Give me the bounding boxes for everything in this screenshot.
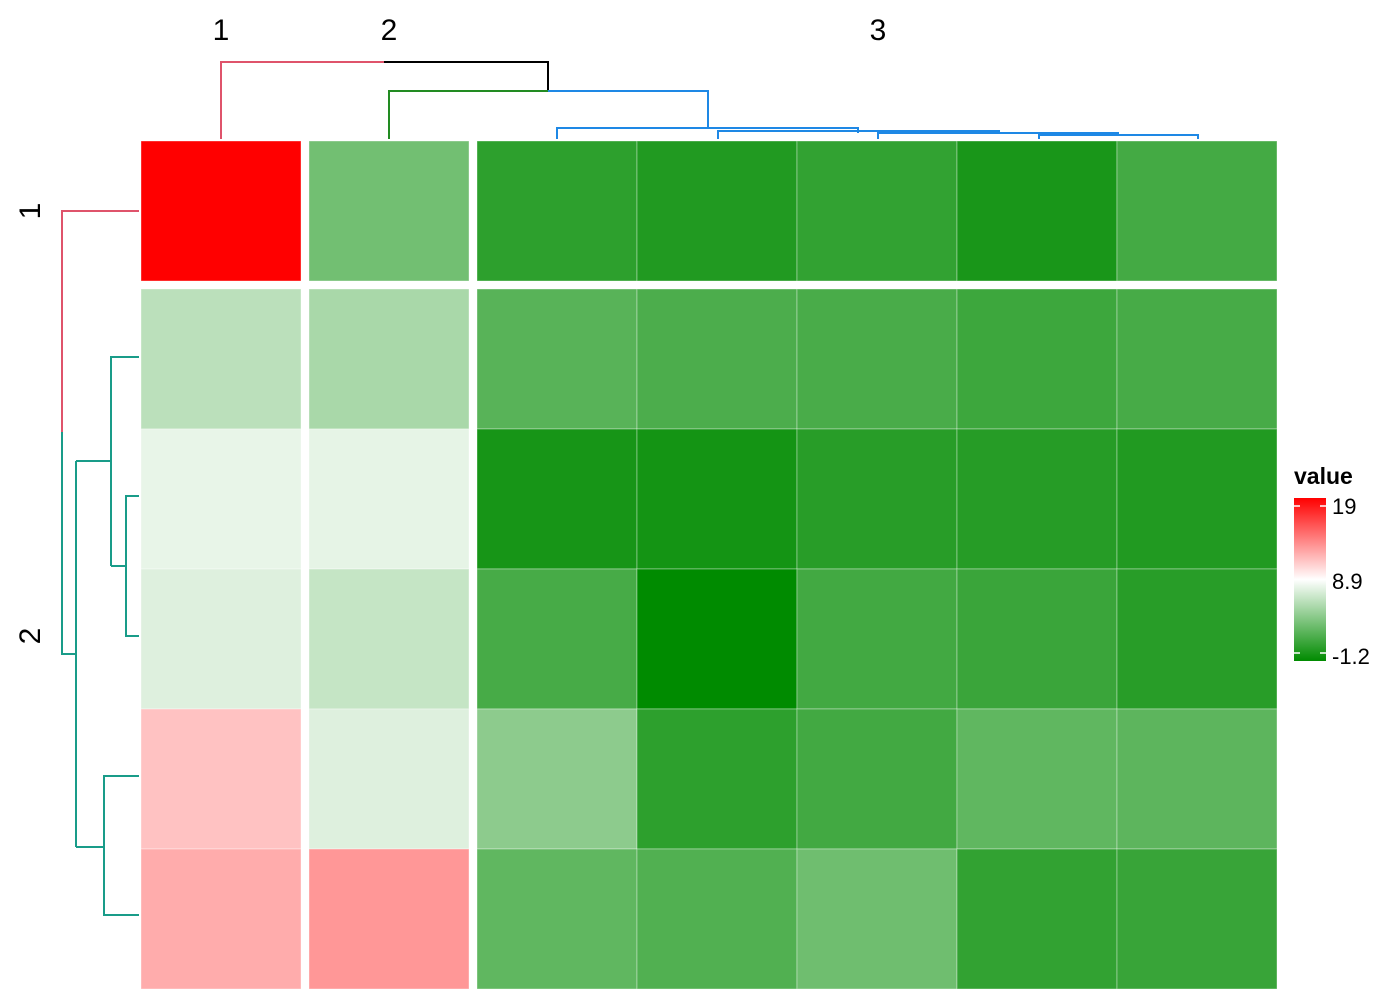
row-dendro-branch-1 [61, 210, 139, 432]
heatmap-cell-r3-c2 [308, 428, 470, 570]
heatmap-cell-r1-c3 [476, 140, 638, 282]
col-dendro-root-link [384, 61, 549, 91]
row-dendro-branch-2a [76, 356, 139, 462]
heatmap-cell-r1-c4 [636, 140, 798, 282]
heatmap-cell-r4-c6 [956, 568, 1118, 710]
legend-title: value [1294, 463, 1353, 489]
heatmap-cell-r1-c2 [308, 140, 470, 282]
heatmap-cell-r5-c6 [956, 708, 1118, 850]
row-dendro-branch-2b [111, 495, 139, 567]
row-dendrogram [61, 210, 139, 916]
heatmap-cell-r3-c5 [796, 428, 958, 570]
heatmap-cell-r3-c4 [636, 428, 798, 570]
col-dendro-branch-2 [388, 90, 548, 139]
legend-tick-label-low: -1.2 [1332, 644, 1370, 669]
heatmap-cell-r4-c1 [140, 568, 302, 710]
heatmap-cell-r5-c7 [1116, 708, 1278, 850]
row-dendro-branch-2 [61, 432, 76, 655]
col-dendro-branch-3d [1038, 134, 1199, 139]
heatmap-cell-r6-c2 [308, 848, 470, 990]
row-dendro-branch-2d [125, 566, 139, 637]
heatmap-cell-r2-c5 [796, 288, 958, 430]
heatmap-cell-r2-c3 [476, 288, 638, 430]
heatmap-cell-r5-c4 [636, 708, 798, 850]
column-split-label-1: 1 [213, 14, 230, 47]
heatmap-cell-r4-c7 [1116, 568, 1278, 710]
col-dendro-branch-3a [556, 127, 859, 139]
heatmap-cell-r4-c3 [476, 568, 638, 710]
heatmap-cell-r1-c6 [956, 140, 1118, 282]
heatmap-cell-r4-c4 [636, 568, 798, 710]
heatmap-cell-r5-c2 [308, 708, 470, 850]
heatmap-cell-r5-c5 [796, 708, 958, 850]
heatmap-cell-r3-c3 [476, 428, 638, 570]
heatmap-cell-r6-c6 [956, 848, 1118, 990]
heatmap-cell-r6-c1 [140, 848, 302, 990]
row-split-label-2: 2 [14, 628, 47, 645]
legend-tick-label-high: 19 [1332, 494, 1356, 519]
row-dendro-branch-2f [103, 847, 139, 916]
heatmap-cell-r2-c7 [1116, 288, 1278, 430]
heatmap-cell-r2-c2 [308, 288, 470, 430]
heatmap-cell-r5-c1 [140, 708, 302, 850]
heatmap-cell-r1-c5 [796, 140, 958, 282]
heatmap-cell-r3-c7 [1116, 428, 1278, 570]
heatmap-cell-r6-c4 [636, 848, 798, 990]
heatmap-cell-r4-c2 [308, 568, 470, 710]
col-dendro-branch-1 [220, 61, 384, 139]
heatmap-cells [140, 140, 1278, 990]
heatmap-cell-r1-c1 [140, 140, 302, 282]
heatmap-cell-r2-c6 [956, 288, 1118, 430]
heatmap-cell-r2-c4 [636, 288, 798, 430]
heatmap-cell-r3-c6 [956, 428, 1118, 570]
legend-tick-label-mid: 8.9 [1332, 569, 1363, 594]
row-dendro-branch-2e [76, 775, 139, 848]
row-split-label-1: 1 [14, 203, 47, 220]
color-legend: value 19 8.9 -1.2 [1294, 463, 1370, 669]
heatmap-cell-r1-c7 [1116, 140, 1278, 282]
column-split-label-3: 3 [870, 14, 887, 47]
heatmap-cell-r6-c5 [796, 848, 958, 990]
heatmap-cell-r6-c7 [1116, 848, 1278, 990]
heatmap-cell-r2-c1 [140, 288, 302, 430]
col-dendro-branch-3 [548, 90, 709, 128]
heatmap-cell-r3-c1 [140, 428, 302, 570]
column-dendrogram [220, 61, 1199, 139]
heatmap-cell-r6-c3 [476, 848, 638, 990]
heatmap-cell-r4-c5 [796, 568, 958, 710]
column-split-label-2: 2 [381, 14, 398, 47]
heatmap-cell-r5-c3 [476, 708, 638, 850]
